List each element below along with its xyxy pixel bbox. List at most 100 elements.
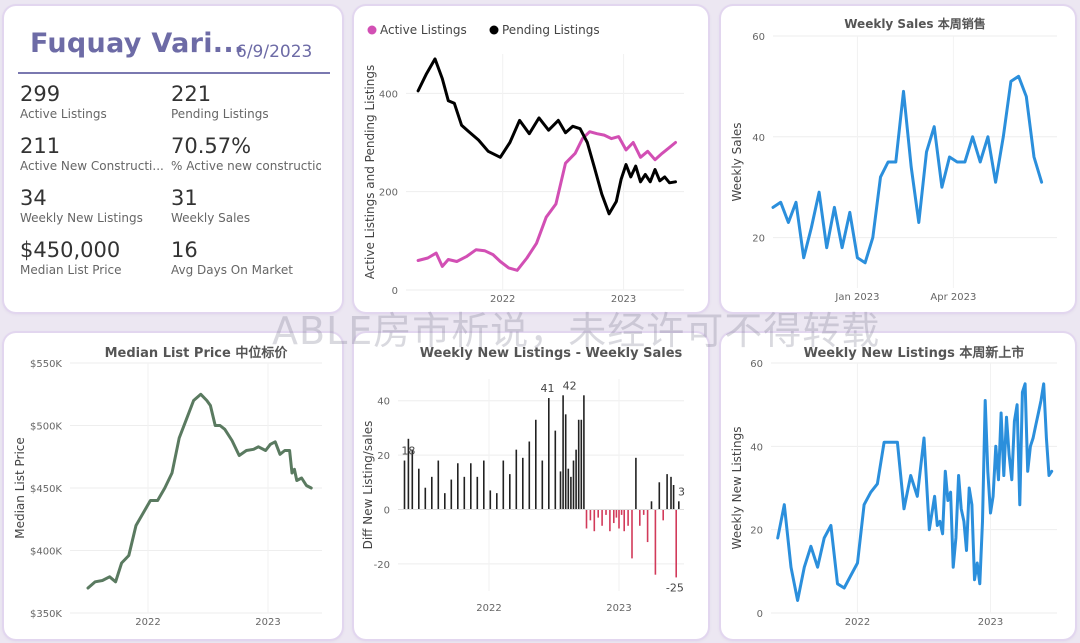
kpi-card: Fuquay Vari... 6/9/2023 299 Active Listin… [4,6,342,312]
bar [666,474,668,510]
bar [631,509,633,559]
y-axis-label: Diff New Listing/sales [361,421,375,550]
bar [444,493,446,510]
kpi-label: Pending Listings [171,107,269,121]
bar [424,487,427,510]
chart-title: Median List Price 中位标价 [105,345,289,361]
series-line [416,130,677,272]
bar [583,395,585,510]
active-pending-chart[interactable]: 0 200 400 2022 2023 Active Listings and Pendi… [354,6,708,312]
bar [470,463,472,510]
kpi-item: $450,000 Median List Price [20,238,170,278]
y-tick-label: 40 [377,397,390,408]
bar [411,449,414,510]
bar [642,509,645,515]
bar [559,471,562,510]
x-tick-label: Jan 2023 [834,292,879,303]
bar [502,460,505,510]
bar [620,509,623,515]
kpi-value: 34 [20,186,47,210]
x-tick-label: 2022 [476,603,501,614]
x-tick-label: 2023 [978,617,1003,628]
bar [489,490,492,510]
bar [577,419,580,510]
y-tick-label: -20 [374,560,390,571]
y-axis-label: Active Listings and Pending Listings [363,65,377,280]
legend-marker [489,25,499,35]
report-date: 6/9/2023 [236,42,313,62]
bar [407,438,410,510]
bar [605,509,607,515]
bar [585,509,588,529]
bar [431,476,433,510]
series-line [776,382,1054,602]
kpi-value: 299 [20,82,61,106]
kpi-item: 31 Weekly Sales [171,186,321,226]
kpi-value: 211 [20,134,61,158]
series-line [86,392,313,590]
y-tick-label: 20 [752,234,765,245]
bar [541,460,544,510]
listings-minus-sales-chart[interactable]: -20 0 20 40 2022 2023 Weekly New Listings - We… [354,333,708,639]
kpi-label: Avg Days On Market [171,263,293,277]
chart-title: Weekly New Listings 本周新上市 [804,345,1025,361]
kpi-item: 16 Avg Days On Market [171,238,321,278]
median-price-chart-card[interactable]: $350K $400K $450K $500K $550K 2022 2023 Median … [4,333,342,639]
weekly-new-listings-chart[interactable]: 0 20 40 60 2022 2023 Weekly New Listings 本周新上市… [721,333,1075,639]
title-divider [18,72,330,74]
bar [627,509,629,526]
chart-title: Weekly Sales 本周销售 [844,16,986,31]
kpi-value: $450,000 [20,238,121,262]
bar [509,474,511,510]
y-tick-label: 40 [750,442,763,453]
weekly-sales-chart-card[interactable]: 20 40 60 Jan 2023 Apr 2023 Weekly Sales 本周销售 W… [721,6,1075,312]
series-line [416,57,677,216]
bar [483,460,485,510]
weekly-new-listings-chart-card[interactable]: 0 20 40 60 2022 2023 Weekly New Listings 本周新上市… [721,333,1075,639]
bar [528,441,531,510]
bar [418,468,420,510]
bar [662,509,664,521]
legend-label: Pending Listings [502,23,600,37]
active-pending-chart-card[interactable]: 0 200 400 2022 2023 Active Listings and Pendi… [354,6,708,312]
data-label: 3 [678,485,685,498]
city-title[interactable]: Fuquay Vari... [30,28,245,59]
bar [639,509,641,526]
bar [646,509,649,543]
y-tick-label: $450K [30,484,62,495]
kpi-value: 16 [171,238,198,262]
x-tick-label: 2022 [490,294,515,305]
kpi-item: 299 Active Listings [20,82,170,122]
bar [567,468,570,510]
x-tick-label: 2022 [845,617,870,628]
kpi-label: Weekly New Listings [20,211,143,225]
listings-minus-sales-chart-card[interactable]: -20 0 20 40 2022 2023 Weekly New Listings - We… [354,333,708,639]
kpi-label: % Active new constructions [171,159,321,173]
bar [654,509,657,575]
bar [463,476,466,510]
bar [476,476,479,510]
bar [437,460,440,510]
x-tick-label: 2022 [135,617,160,628]
kpi-value: 70.57% [171,134,252,158]
y-tick-label: 400 [379,89,398,100]
legend-label: Active Listings [380,23,467,37]
y-tick-label: 20 [750,526,763,537]
y-tick-label: $350K [30,609,62,620]
median-price-chart[interactable]: $350K $400K $450K $500K $550K 2022 2023 Median … [4,333,342,639]
chart-title: Weekly New Listings - Weekly Sales [420,346,683,361]
bar [589,509,592,521]
series-line [771,74,1044,265]
data-label: -25 [666,581,684,594]
y-axis-label: Weekly Sales [730,122,744,201]
y-tick-label: 60 [750,359,763,370]
bar [564,414,567,510]
data-label: 41 [541,382,555,395]
y-tick-label: $400K [30,547,62,558]
data-label: 18 [401,445,415,458]
kpi-label: Active Listings [20,107,107,121]
bar [548,398,550,510]
bar [535,419,537,510]
bar [593,509,596,532]
weekly-sales-chart[interactable]: 20 40 60 Jan 2023 Apr 2023 Weekly Sales 本周销售 W… [721,6,1075,312]
